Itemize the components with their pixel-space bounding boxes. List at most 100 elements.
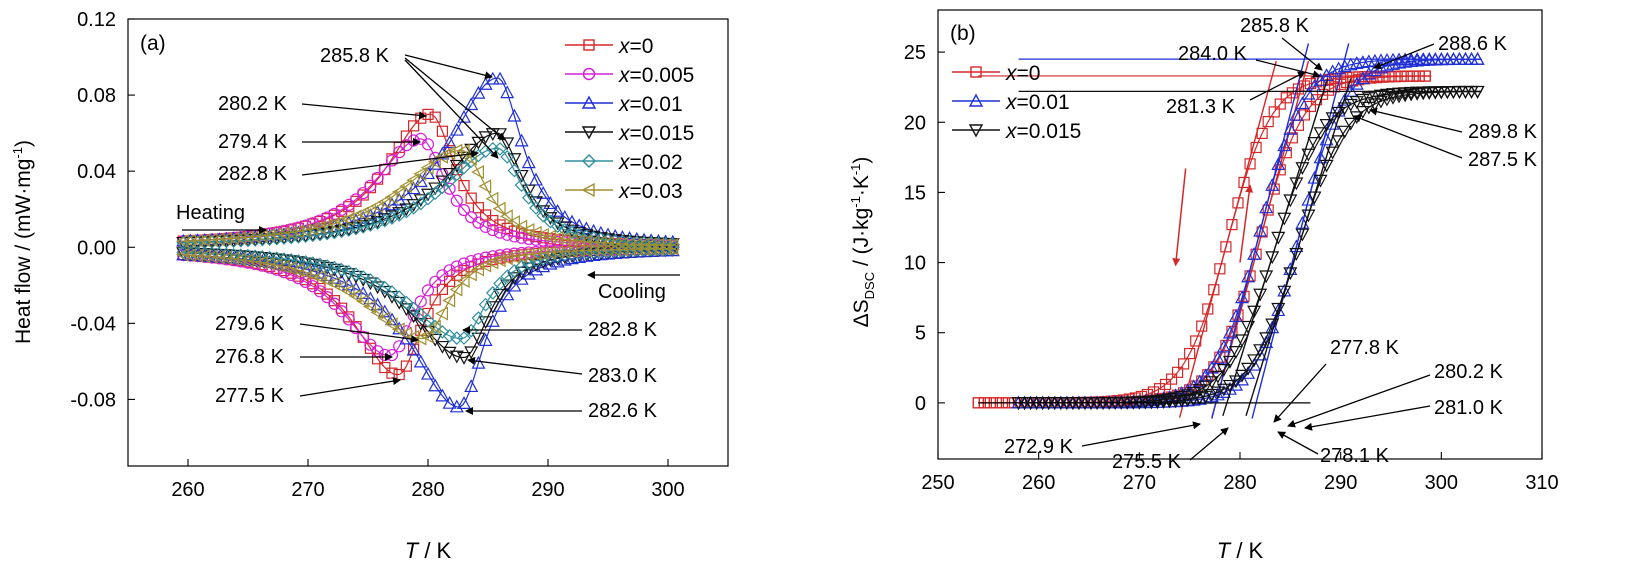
legend-b-item-1: x=0.01 (952, 91, 1070, 114)
panel-a-ylabel-end: ) (12, 140, 35, 147)
legend-a-item-2: x=0.01 (565, 93, 683, 116)
data-marker (1168, 392, 1183, 406)
data-marker (334, 262, 349, 277)
data-marker (1331, 61, 1346, 75)
panel-a-xlabel: T / K (405, 538, 452, 563)
data-marker (1265, 318, 1280, 332)
panel-b-ylabel-main: ΔS (850, 299, 873, 327)
y-tick-label: 0 (915, 393, 926, 415)
data-marker (550, 230, 564, 245)
data-marker (1343, 117, 1358, 131)
data-marker (363, 202, 376, 218)
data-marker (1198, 380, 1213, 394)
data-marker (507, 108, 522, 122)
data-marker (485, 128, 500, 142)
data-marker (204, 249, 218, 264)
data-marker (1335, 78, 1347, 90)
data-marker (1184, 347, 1196, 360)
data-marker (392, 208, 407, 222)
data-marker (1319, 119, 1334, 132)
annot-b-arrow-281-3 (1249, 71, 1306, 101)
data-marker (372, 353, 384, 365)
data-marker (298, 223, 312, 238)
y-tick-label: 0.04 (77, 161, 116, 183)
data-marker (528, 196, 544, 210)
data-marker (464, 346, 479, 360)
legend-a-marker-2 (581, 95, 597, 109)
data-marker (269, 227, 283, 242)
data-marker (355, 294, 369, 309)
data-marker (370, 216, 385, 230)
data-marker (1247, 247, 1262, 260)
data-marker (579, 243, 592, 258)
data-marker (529, 233, 543, 246)
annot-a-arrow-285-8a (404, 54, 493, 80)
annot-a-282-8-heat: 282.8 K (218, 163, 288, 185)
y-tick-label: 0.00 (77, 237, 116, 259)
data-marker (219, 251, 232, 266)
data-marker (363, 299, 376, 314)
panel-b-ylabel: ΔSDSC / (J·kg-1·K-1) (848, 157, 877, 328)
data-marker (658, 241, 672, 256)
curve-a-5-heat (180, 149, 676, 246)
legend-b-label-2-val: =0.015 (1017, 120, 1082, 143)
annot-b-289-8: 289.8 K (1468, 121, 1538, 143)
data-marker (521, 266, 536, 280)
data-marker (413, 166, 427, 181)
data-marker (341, 223, 356, 237)
data-marker (321, 291, 334, 304)
data-marker (1222, 379, 1237, 393)
data-marker (1274, 98, 1286, 110)
data-marker (370, 305, 384, 320)
data-marker (406, 173, 420, 188)
panel-a: 260 270 280 290 300 -0.08 -0.04 0.00 0.04 0.08 0.1… (10, 9, 729, 563)
data-marker (1385, 91, 1401, 105)
data-marker (478, 297, 493, 312)
data-marker (1283, 194, 1298, 208)
data-marker (1174, 390, 1189, 404)
data-marker (356, 270, 371, 284)
data-marker (1247, 305, 1262, 319)
data-marker (480, 209, 492, 221)
data-marker (1204, 376, 1219, 390)
data-marker (363, 273, 378, 287)
legend-a-label-4-val: =0.02 (630, 151, 683, 174)
data-marker (428, 186, 443, 201)
data-marker (371, 171, 384, 184)
annot-a-277-5: 277.5 K (215, 385, 285, 407)
data-marker (349, 193, 363, 206)
legend-b-label-1-val: =0.01 (1017, 91, 1070, 114)
annot-a-arrow-280-2 (301, 103, 427, 120)
data-marker (377, 213, 392, 228)
data-marker (449, 122, 464, 136)
arrow-cooling-direction (1172, 168, 1187, 267)
data-marker (515, 231, 528, 244)
data-marker (1283, 267, 1298, 281)
data-marker (392, 290, 407, 304)
data-marker (536, 208, 551, 223)
annot-a-arrow-283-0 (467, 356, 583, 375)
data-marker (465, 192, 477, 204)
data-marker (406, 301, 421, 316)
data-marker (472, 202, 484, 214)
data-marker (385, 285, 399, 299)
data-marker (501, 228, 514, 241)
data-marker (348, 289, 362, 304)
annot-b-280-2: 280.2 K (1434, 361, 1504, 383)
data-marker (291, 229, 306, 244)
data-marker (449, 167, 464, 182)
annot-b-272-9: 272.9 K (1004, 436, 1074, 458)
data-marker (464, 97, 479, 111)
curve-b-1-heat (1018, 58, 1482, 404)
data-marker (393, 146, 406, 159)
legend-b-label-0-val: =0 (1017, 62, 1041, 85)
x-tick-label: 300 (651, 479, 684, 501)
annot-a-279-4: 279.4 K (218, 131, 288, 153)
data-marker (1271, 302, 1286, 316)
data-marker (442, 167, 457, 181)
data-marker (485, 301, 500, 315)
data-marker (197, 233, 211, 248)
data-marker (399, 326, 412, 341)
data-marker (357, 330, 370, 343)
